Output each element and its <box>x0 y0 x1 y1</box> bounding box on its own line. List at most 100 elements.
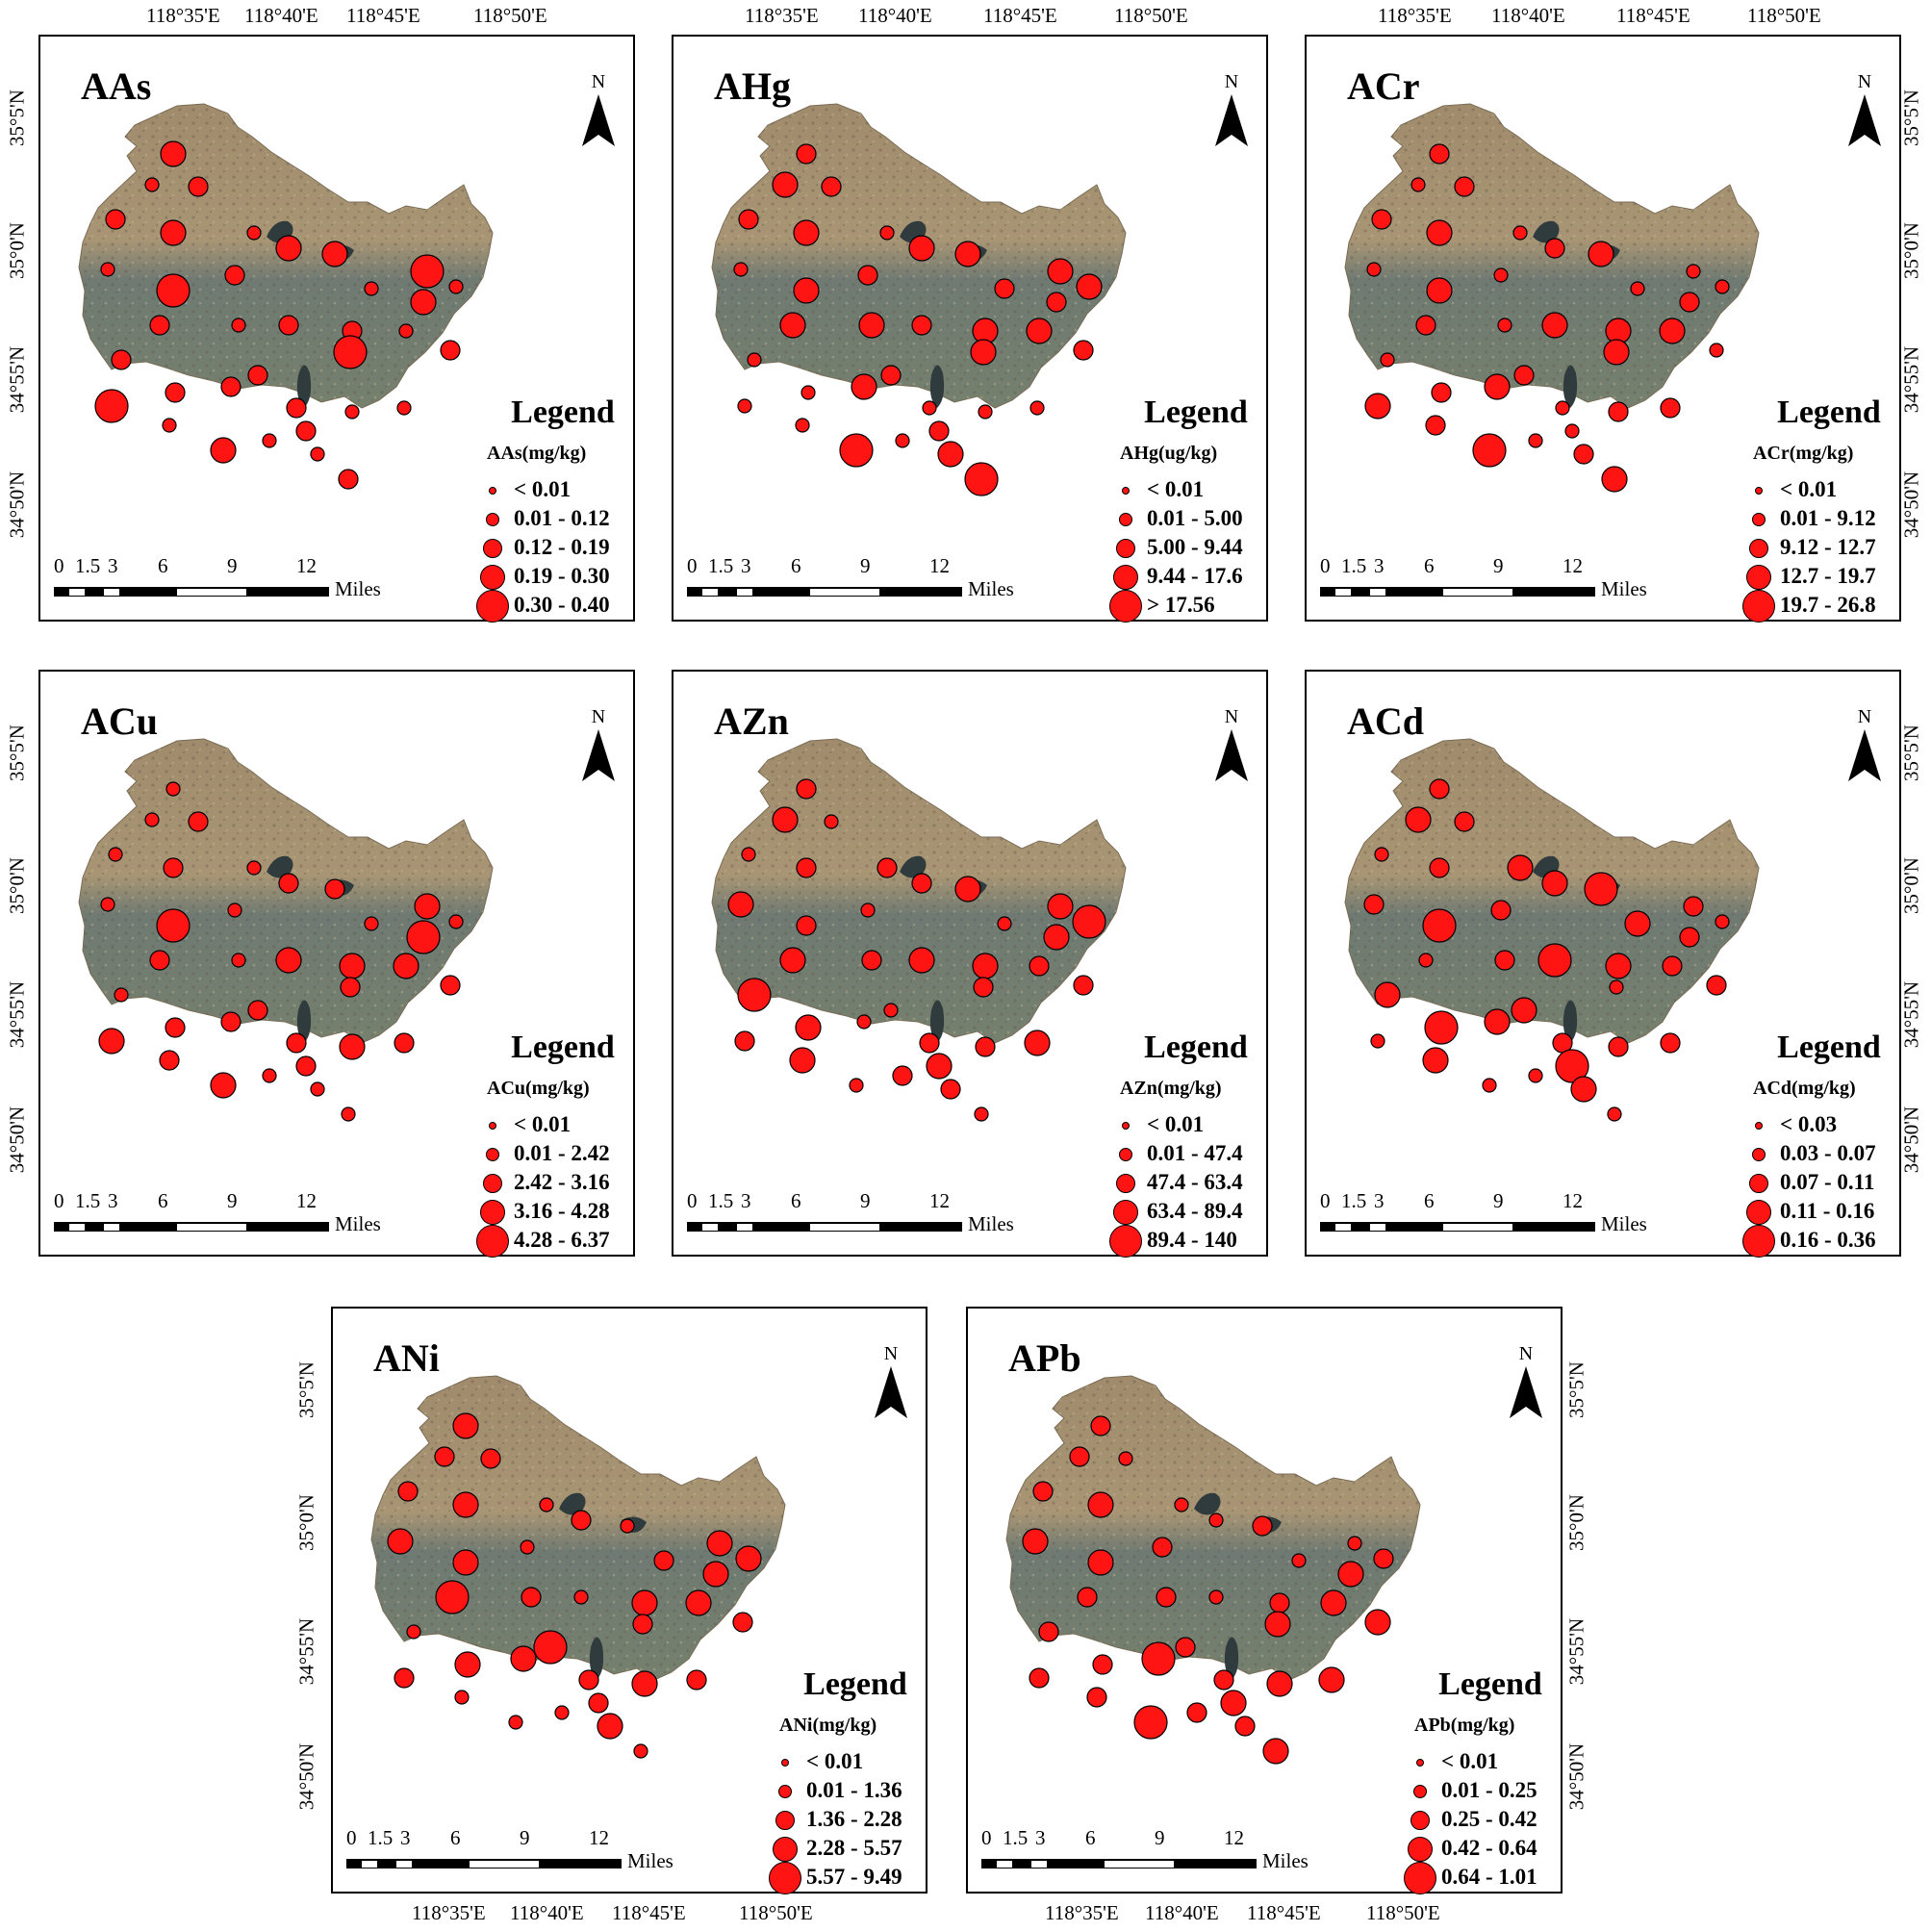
sample-point <box>997 916 1012 931</box>
legend-class-label: 0.01 - 2.42 <box>514 1141 610 1165</box>
sample-point <box>1607 1106 1622 1122</box>
map-panel-acr: ACr N Legend ACr(mg/kg) < 0.01 0.01 - 9.12 9.1… <box>1305 35 1901 623</box>
sample-point <box>1024 1030 1051 1056</box>
legend-row: 0.01 - 2.42 <box>479 1141 652 1168</box>
sample-point <box>480 1448 501 1469</box>
sample-point <box>937 441 964 468</box>
legend-row: 12.7 - 19.7 <box>1745 564 1918 591</box>
lon-label: 118°45'E <box>612 1901 686 1924</box>
scale-bar-segment <box>104 589 119 596</box>
sample-point <box>1424 1010 1459 1045</box>
sample-point <box>883 1003 899 1018</box>
scale-tick: 1.5 <box>368 1826 394 1849</box>
lake <box>589 1637 604 1680</box>
scale-tick: 6 <box>158 554 168 577</box>
legend-row: 0.11 - 0.16 <box>1745 1199 1918 1226</box>
lat-label: 34°55'N <box>1899 980 1923 1049</box>
legend-class-label: 1.36 - 2.28 <box>806 1807 902 1831</box>
map-panel-azn: AZn N Legend AZn(mg/kg) < 0.01 0.01 - 47.4 47.… <box>672 670 1268 1258</box>
sample-point <box>737 398 752 414</box>
sample-point <box>156 273 191 308</box>
scale-bar: 0 1.5 3 6 9 12 Miles <box>687 554 1014 612</box>
sample-point <box>1497 318 1512 333</box>
sample-point <box>1662 955 1683 977</box>
sample-point <box>1370 1033 1385 1049</box>
legend-symbol <box>1116 1174 1135 1193</box>
sample-point <box>1072 904 1106 939</box>
sample-point <box>1220 1690 1247 1716</box>
legend-symbol <box>486 1148 499 1161</box>
sample-point <box>732 1612 753 1633</box>
legend-symbol <box>1755 1122 1763 1130</box>
sample-point <box>1573 444 1594 465</box>
sample-point <box>1047 893 1074 920</box>
legend-symbol <box>1742 590 1775 623</box>
legend-class-label: 9.44 - 17.6 <box>1147 564 1243 588</box>
legend-class-label: < 0.01 <box>514 477 572 501</box>
scale-bar-segment <box>737 1224 752 1231</box>
sample-point <box>1605 953 1632 979</box>
sample-point <box>919 1032 940 1054</box>
sample-point <box>1603 339 1630 366</box>
scale-bar-segment <box>1335 1224 1351 1231</box>
sample-point <box>1431 382 1452 403</box>
sample-point <box>1175 1637 1196 1658</box>
lon-label: 118°45'E <box>346 4 420 27</box>
sample-point <box>1484 373 1511 400</box>
scale-bar-segment <box>396 1861 412 1868</box>
sample-point <box>224 265 245 286</box>
sample-point <box>824 814 839 829</box>
sample-point <box>1686 264 1701 279</box>
sample-point <box>188 811 209 832</box>
sample-point <box>877 857 898 878</box>
legend-symbol <box>1413 1785 1427 1798</box>
sample-point <box>975 1036 996 1057</box>
sample-point <box>964 462 999 496</box>
sample-point <box>406 920 441 954</box>
sample-point <box>796 915 817 936</box>
legend: Legend ACr(mg/kg) < 0.01 0.01 - 9.12 9.12 - … <box>1742 394 1901 623</box>
sample-point <box>333 335 368 369</box>
north-arrow-icon: N <box>867 1343 915 1420</box>
legend-row: 0.16 - 0.36 <box>1742 1225 1918 1258</box>
legend-unit: AAs(mg/kg) <box>487 443 587 464</box>
sample-point <box>796 143 817 165</box>
sample-point <box>210 437 237 464</box>
legend-class-label: < 0.01 <box>1441 1749 1499 1773</box>
legend-class-label: 2.42 - 3.16 <box>514 1170 610 1194</box>
sample-point <box>521 1587 542 1608</box>
legend-class-label: 0.01 - 0.25 <box>1441 1778 1537 1802</box>
legend-row: 9.44 - 17.6 <box>1112 564 1285 591</box>
legend: Legend AAs(mg/kg) < 0.01 0.01 - 0.12 0.12 - … <box>476 394 635 623</box>
legend-title: Legend <box>1438 1666 1542 1702</box>
lat-label: 35°5'N <box>1899 724 1923 781</box>
study-area-map <box>370 1375 786 1759</box>
sample-point <box>396 400 412 416</box>
sample-point <box>974 1106 989 1122</box>
sample-point <box>706 1530 733 1557</box>
sample-point <box>448 914 464 929</box>
scale-bar-segment <box>1031 1861 1047 1868</box>
sample-point <box>1077 1587 1098 1608</box>
scale-bar-segment <box>104 1224 119 1231</box>
legend-class-label: 0.42 - 0.64 <box>1441 1836 1537 1860</box>
lon-label: 118°40'E <box>858 4 932 27</box>
study-area-map <box>78 738 494 1122</box>
scale-tick: 6 <box>791 1189 801 1212</box>
sample-point <box>1679 927 1700 948</box>
scale-bar-segment <box>1105 1861 1174 1868</box>
sample-point <box>738 209 759 230</box>
sample-point <box>954 241 981 267</box>
sample-point <box>262 433 277 448</box>
legend-symbol <box>476 590 509 623</box>
study-area-map <box>1344 103 1760 493</box>
sample-point <box>795 418 810 433</box>
legend-symbol <box>1119 513 1132 526</box>
scale-bar: 0 1.5 3 6 9 12 Miles <box>1320 554 1647 612</box>
scale-tick: 1.5 <box>1341 1189 1367 1212</box>
north-arrow-icon: N <box>1502 1343 1550 1420</box>
legend-row: 0.25 - 0.42 <box>1407 1807 1580 1834</box>
sample-point <box>156 908 191 943</box>
sample-point <box>1022 1528 1049 1555</box>
scale-tick: 3 <box>741 554 751 577</box>
